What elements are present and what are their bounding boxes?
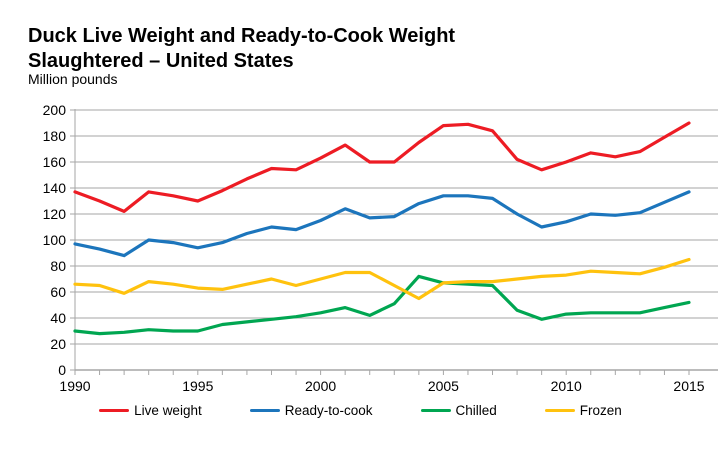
y-tick-label-20: 20 bbox=[50, 336, 66, 352]
chart-title: Duck Live Weight and Ready-to-Cook Weigh… bbox=[28, 24, 455, 73]
y-tick-label-80: 80 bbox=[50, 258, 66, 274]
legend-item-ready-to-cook: Ready-to-cook bbox=[249, 403, 373, 418]
x-tick-label-2010: 2010 bbox=[551, 378, 582, 394]
legend-label-live-weight: Live weight bbox=[134, 403, 202, 418]
chart-title-line2: Slaughtered – United States bbox=[28, 49, 294, 72]
series-line-live-weight bbox=[73, 121, 691, 213]
legend-item-live-weight: Live weight bbox=[99, 403, 202, 418]
series-line-ready-to-cook bbox=[73, 190, 691, 258]
series-line-frozen bbox=[73, 257, 691, 301]
x-axis-tick-labels: 1990 1995 2000 2005 2010 2015 bbox=[59, 378, 704, 394]
y-tick-label-200: 200 bbox=[43, 102, 67, 118]
y-tick-label-160: 160 bbox=[43, 154, 67, 170]
y-tick-label-0: 0 bbox=[58, 362, 66, 378]
y-axis-tick-labels: 0 20 40 60 80 100 120 140 160 180 200 bbox=[43, 102, 67, 378]
legend-label-chilled: Chilled bbox=[455, 403, 497, 418]
x-tick-label-1995: 1995 bbox=[182, 378, 213, 394]
series-line-chilled bbox=[73, 274, 691, 336]
legend-item-chilled: Chilled bbox=[420, 403, 497, 418]
legend-swatch-live-weight bbox=[99, 408, 130, 413]
legend-label-ready-to-cook: Ready-to-cook bbox=[284, 403, 373, 418]
x-tick-label-2000: 2000 bbox=[305, 378, 336, 394]
y-tick-label-180: 180 bbox=[43, 128, 67, 144]
legend-swatch-frozen bbox=[544, 408, 575, 413]
legend-item-frozen: Frozen bbox=[544, 403, 622, 418]
x-axis-ticks bbox=[74, 370, 690, 375]
chart-title-line1: Duck Live Weight and Ready-to-Cook Weigh… bbox=[28, 25, 456, 48]
x-tick-label-1990: 1990 bbox=[59, 378, 90, 394]
y-axis-unit-label: Million pounds bbox=[28, 71, 118, 87]
y-tick-label-140: 140 bbox=[43, 180, 67, 196]
y-tick-label-100: 100 bbox=[43, 232, 67, 248]
x-tick-label-2005: 2005 bbox=[428, 378, 459, 394]
legend-swatch-ready-to-cook bbox=[249, 408, 280, 413]
legend-label-frozen: Frozen bbox=[579, 403, 622, 418]
legend-swatch-chilled bbox=[420, 408, 451, 413]
y-tick-label-40: 40 bbox=[50, 310, 66, 326]
y-tick-label-120: 120 bbox=[43, 206, 67, 222]
x-tick-label-2015: 2015 bbox=[673, 378, 704, 394]
chart-legend: Live weight Ready-to-cook Chilled Frozen bbox=[0, 403, 721, 418]
y-tick-label-60: 60 bbox=[50, 284, 66, 300]
